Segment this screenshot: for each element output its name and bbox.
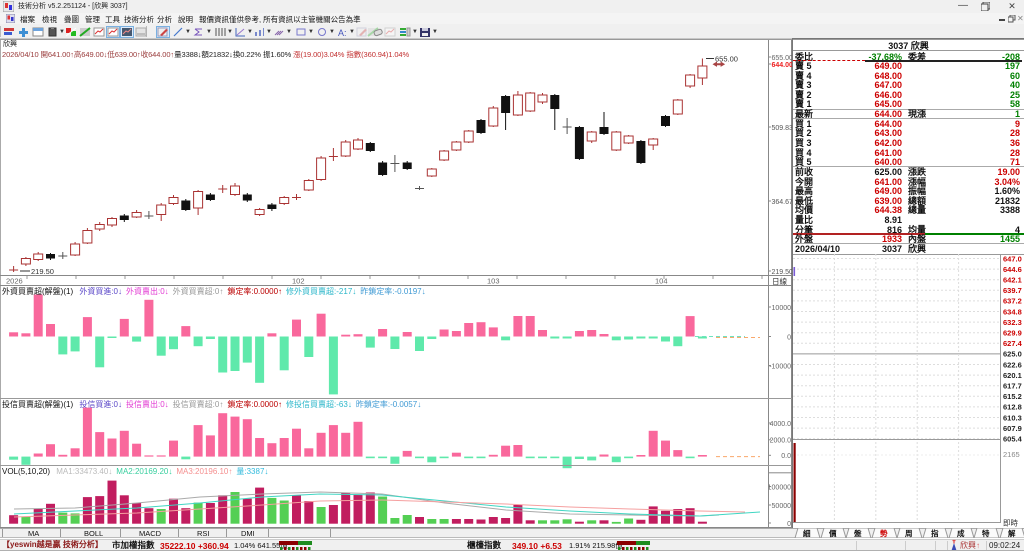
svg-text:655.00: 655.00	[715, 55, 738, 64]
svg-text:612.8: 612.8	[1003, 403, 1022, 412]
svg-text:219.50: 219.50	[772, 269, 793, 276]
svg-text:10000: 10000	[772, 305, 792, 312]
svg-text:655.00: 655.00	[772, 55, 793, 62]
svg-text:103: 103	[487, 277, 500, 286]
svg-text:644.6: 644.6	[1003, 265, 1022, 274]
svg-text:629.9: 629.9	[1003, 329, 1022, 338]
svg-text:627.4: 627.4	[1003, 339, 1023, 348]
svg-text:615.2: 615.2	[1003, 392, 1022, 401]
svg-text:634.8: 634.8	[1003, 307, 1022, 316]
svg-text:647.0: 647.0	[1003, 254, 1022, 263]
svg-text:509.83: 509.83	[772, 125, 793, 132]
svg-text:617.7: 617.7	[1003, 382, 1022, 391]
svg-text:0: 0	[787, 334, 791, 341]
svg-text:610.3: 610.3	[1003, 413, 1022, 422]
svg-text:日線: 日線	[772, 276, 787, 286]
svg-text:A:: A:	[338, 28, 347, 38]
svg-text:642.1: 642.1	[1003, 276, 1022, 285]
svg-text:2165: 2165	[1003, 450, 1020, 459]
svg-text:即時: 即時	[1003, 519, 1018, 528]
svg-text:2026: 2026	[6, 277, 23, 286]
svg-text:100000: 100000	[768, 484, 791, 491]
svg-text:639.7: 639.7	[1003, 286, 1022, 295]
svg-text:644.00: 644.00	[772, 62, 793, 69]
svg-text:0: 0	[787, 521, 791, 528]
svg-text:625.0: 625.0	[1003, 350, 1022, 359]
svg-text:364.67: 364.67	[772, 199, 793, 206]
svg-text:219.50: 219.50	[31, 267, 54, 276]
svg-text:632.3: 632.3	[1003, 318, 1022, 327]
svg-text:4000.0: 4000.0	[770, 421, 792, 428]
svg-text:605.4: 605.4	[1003, 435, 1023, 444]
svg-text:-10000: -10000	[769, 363, 791, 370]
svg-text:2000.0: 2000.0	[770, 438, 792, 445]
svg-text:607.9: 607.9	[1003, 424, 1022, 433]
svg-text:102: 102	[292, 277, 305, 286]
svg-text:104: 104	[655, 277, 668, 286]
svg-text:637.2: 637.2	[1003, 297, 1022, 306]
svg-text:620.1: 620.1	[1003, 371, 1022, 380]
svg-text:0.0: 0.0	[781, 453, 791, 460]
svg-text:50000: 50000	[772, 503, 792, 510]
svg-text:622.6: 622.6	[1003, 360, 1022, 369]
